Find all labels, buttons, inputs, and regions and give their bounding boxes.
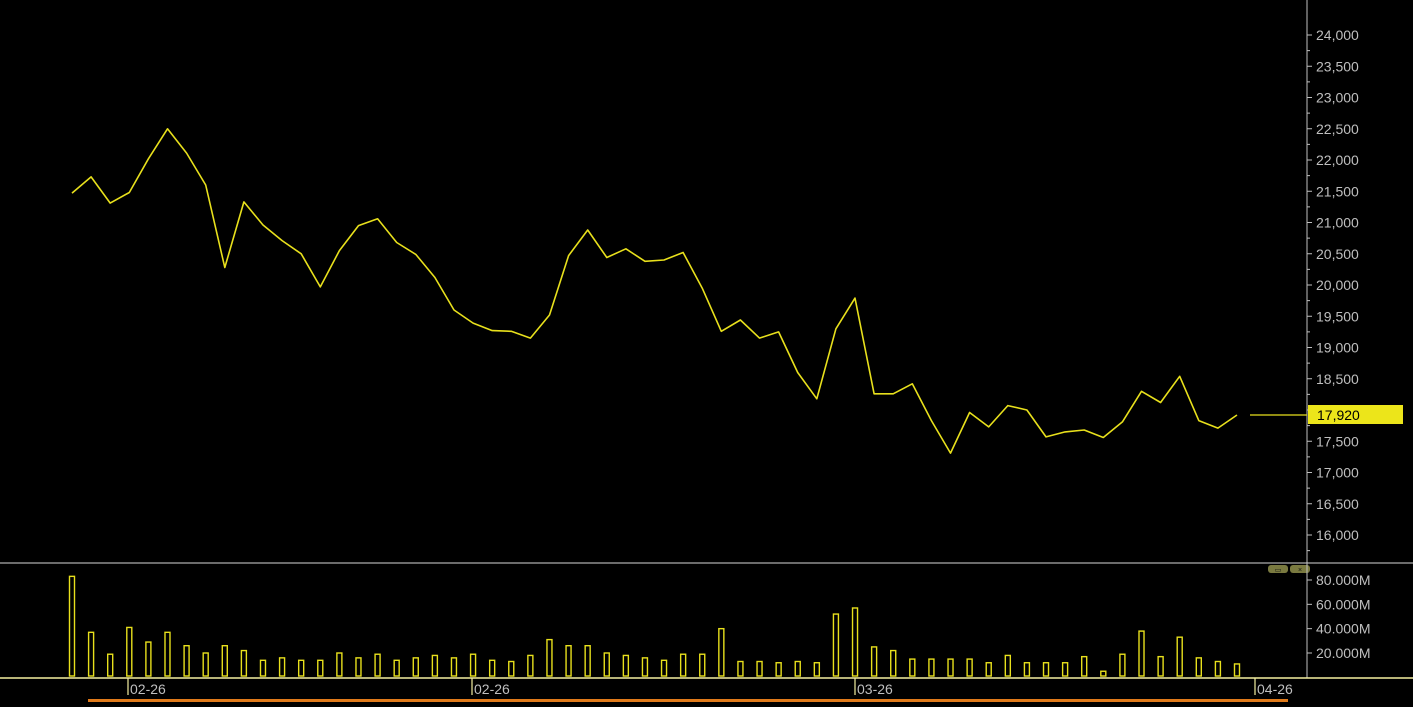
price-tick-label: 21,000 [1316,215,1359,231]
price-tick-label: 17,500 [1316,433,1359,449]
date-tick-label: 03-26 [857,681,893,697]
expand-icon-glyph: ▭ [1275,567,1282,574]
price-tick-label: 22,500 [1316,121,1359,137]
last-price-label: 17,920 [1317,407,1360,423]
price-tick-label: 20,500 [1316,246,1359,262]
volume-tick-label: 40.000M [1316,621,1370,637]
volume-tick-label: 60.000M [1316,596,1370,612]
price-tick-label: 23,500 [1316,58,1359,74]
price-tick-label: 19,000 [1316,340,1359,356]
price-tick-label: 22,000 [1316,152,1359,168]
date-tick-label: 04-26 [1257,681,1293,697]
price-tick-label: 19,500 [1316,308,1359,324]
price-tick-label: 16,500 [1316,496,1359,512]
date-tick-label: 02-26 [474,681,510,697]
price-tick-label: 20,000 [1316,277,1359,293]
price-tick-label: 24,000 [1316,27,1359,43]
date-tick-label: 02-26 [130,681,166,697]
volume-tick-label: 20.000M [1316,645,1370,661]
close-icon-glyph: × [1298,567,1302,574]
price-tick-label: 18,500 [1316,371,1359,387]
price-tick-label: 21,500 [1316,183,1359,199]
price-tick-label: 23,000 [1316,90,1359,106]
price-tick-label: 17,000 [1316,465,1359,481]
price-tick-label: 16,000 [1316,527,1359,543]
volume-tick-label: 80.000M [1316,572,1370,588]
volume-y-axis: 20.000M 40.000M 60.000M 80.000M [1307,563,1370,678]
